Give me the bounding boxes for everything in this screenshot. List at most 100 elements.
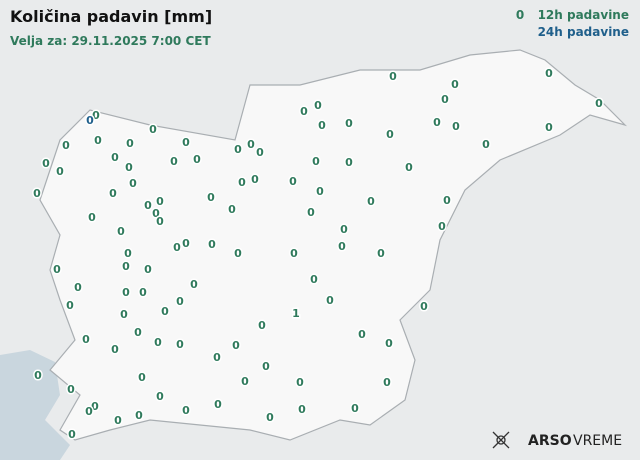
sea — [0, 350, 70, 460]
subtitle: Velja za: 29.11.2025 7:00 CET — [10, 34, 211, 48]
station-value: 0 — [154, 336, 162, 349]
station-value: 0 — [138, 371, 146, 384]
station-value: 0 — [42, 157, 50, 170]
station-value: 0 — [310, 273, 318, 286]
station-value: 0 — [111, 151, 119, 164]
station-value: 0 — [433, 116, 441, 129]
station-value: 0 — [545, 121, 553, 134]
legend-label: 24h padavine — [538, 25, 629, 39]
station-value: 0 — [94, 134, 102, 147]
station-value: 0 — [117, 225, 125, 238]
station-value: 0 — [92, 109, 100, 122]
station-value: 0 — [385, 337, 393, 350]
station-value: 0 — [262, 360, 270, 373]
station-value: 0 — [152, 207, 160, 220]
station-value: 0 — [367, 195, 375, 208]
station-value: 0 — [134, 326, 142, 339]
station-value: 0 — [74, 281, 82, 294]
station-value: 0 — [85, 405, 93, 418]
station-value: 0 — [86, 114, 94, 127]
station-value: 0 — [300, 105, 308, 118]
station-value: 0 — [298, 403, 306, 416]
station-value: 0 — [114, 414, 122, 427]
station-value: 0 — [144, 199, 152, 212]
station-value: 0 — [170, 155, 178, 168]
brand-icon — [492, 431, 510, 449]
station-value: 0 — [405, 161, 413, 174]
station-value: 0 — [135, 409, 143, 422]
station-value: 0 — [386, 128, 394, 141]
station-value: 0 — [144, 263, 152, 276]
station-value: 0 — [122, 286, 130, 299]
station-value: 0 — [345, 117, 353, 130]
station-value: 0 — [156, 215, 164, 228]
station-value: 0 — [139, 286, 147, 299]
station-value: 0 — [88, 211, 96, 224]
country — [39, 49, 628, 441]
station-value: 0 — [290, 247, 298, 260]
station-value: 0 — [383, 376, 391, 389]
station-value: 0 — [441, 93, 449, 106]
station-value: 0 — [377, 247, 385, 260]
station-value: 0 — [62, 139, 70, 152]
station-value: 0 — [312, 155, 320, 168]
station-value: 0 — [68, 428, 76, 441]
station-value: 0 — [34, 369, 42, 382]
station-value: 0 — [176, 295, 184, 308]
brand-suffix: VREME — [573, 433, 622, 449]
station-value: 0 — [420, 300, 428, 313]
station-value: 0 — [289, 175, 297, 188]
station-value: 0 — [182, 237, 190, 250]
station-value: 0 — [53, 263, 61, 276]
station-value: 0 — [256, 146, 264, 159]
station-value: 0 — [316, 185, 324, 198]
station-value: 0 — [438, 220, 446, 233]
station-value: 0 — [111, 343, 119, 356]
station-value: 0 — [109, 187, 117, 200]
station-value: 0 — [33, 187, 41, 200]
station-value: 0 — [241, 375, 249, 388]
station-value: 0 — [126, 137, 134, 150]
station-value: 0 — [156, 195, 164, 208]
station-value: 0 — [389, 70, 397, 83]
station-value: 0 — [125, 161, 133, 174]
station-value: 0 — [338, 240, 346, 253]
station-value: 0 — [247, 138, 255, 151]
station-value: 0 — [326, 294, 334, 307]
station-value: 0 — [82, 333, 90, 346]
station-value: 0 — [67, 383, 75, 396]
station-value: 0 — [91, 400, 99, 413]
station-value: 0 — [56, 165, 64, 178]
station-value: 0 — [345, 156, 353, 169]
station-value: 0 — [443, 194, 451, 207]
station-value: 0 — [595, 97, 603, 110]
legend-sample: 0 — [516, 8, 524, 22]
station-value: 0 — [213, 351, 221, 364]
station-value: 0 — [182, 404, 190, 417]
title: Količina padavin [mm] — [10, 7, 212, 26]
station-value: 0 — [156, 390, 164, 403]
station-value: 0 — [208, 238, 216, 251]
station-value: 0 — [451, 78, 459, 91]
station-value: 0 — [307, 206, 315, 219]
station-value: 0 — [173, 241, 181, 254]
station-value: 0 — [234, 247, 242, 260]
station-value: 0 — [161, 305, 169, 318]
station-value: 0 — [176, 338, 184, 351]
station-value: 0 — [66, 299, 74, 312]
station-value: 0 — [314, 99, 322, 112]
station-value: 0 — [232, 339, 240, 352]
station-value: 0 — [452, 120, 460, 133]
station-value: 0 — [182, 136, 190, 149]
station-value: 0 — [296, 376, 304, 389]
station-value: 0 — [340, 223, 348, 236]
station-value: 0 — [193, 153, 201, 166]
station-value: 0 — [129, 177, 137, 190]
station-value: 0 — [266, 411, 274, 424]
brand-name: ARSO — [528, 433, 572, 449]
station-value: 0 — [124, 247, 132, 260]
station-value: 0 — [238, 176, 246, 189]
station-value: 0 — [149, 123, 157, 136]
station-value: 0 — [258, 319, 266, 332]
